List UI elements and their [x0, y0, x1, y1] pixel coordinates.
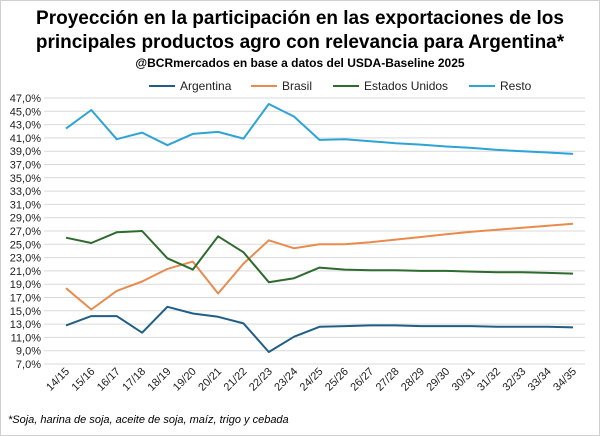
- x-tick-label: 22/23: [247, 366, 275, 394]
- legend-label-estados-unidos: Estados Unidos: [364, 79, 448, 93]
- y-tick-label: 41,0%: [10, 133, 41, 145]
- x-tick-label: 27/28: [374, 366, 402, 394]
- y-tick-label: 45,0%: [10, 106, 41, 118]
- legend-label-argentina: Argentina: [180, 79, 232, 93]
- y-tick-label: 35,0%: [10, 173, 41, 185]
- y-tick-label: 23,0%: [10, 253, 41, 265]
- x-tick-label: 33/34: [526, 366, 554, 394]
- series-line-estados-unidos: [65, 230, 574, 284]
- x-tick-label: 15/16: [70, 366, 98, 394]
- x-tick-label: 24/25: [298, 366, 326, 394]
- x-tick-label: 30/31: [450, 366, 478, 394]
- x-tick-label: 23/24: [272, 366, 300, 394]
- y-tick-label: 27,0%: [10, 226, 41, 238]
- x-tick-label: 26/27: [348, 366, 376, 394]
- x-tick-label: 20/21: [196, 366, 224, 394]
- y-tick-label: 9,0%: [16, 346, 41, 358]
- series-line-argentina: [65, 305, 574, 353]
- y-tick-label: 13,0%: [10, 319, 41, 331]
- x-tick-label: 16/17: [95, 366, 123, 394]
- x-tick-label: 17/18: [120, 366, 148, 394]
- y-tick-label: 19,0%: [10, 279, 41, 291]
- y-tick-label: 37,0%: [10, 160, 41, 172]
- y-tick-label: 43,0%: [10, 120, 41, 132]
- chart-title-line-2: principales productos agro con relevanci…: [35, 32, 565, 53]
- legend-label-brasil: Brasil: [282, 79, 312, 93]
- x-tick-label: 14/15: [44, 366, 72, 394]
- y-tick-label: 15,0%: [10, 306, 41, 318]
- x-tick-label: 32/33: [500, 366, 528, 394]
- x-tick-label: 31/32: [475, 366, 503, 394]
- y-tick-label: 31,0%: [10, 199, 41, 211]
- x-tick-label: 19/20: [171, 366, 199, 394]
- y-tick-label: 25,0%: [10, 239, 41, 251]
- x-tick-label: 25/26: [323, 366, 351, 394]
- chart-subtitle: @BCRmercados en base a datos del USDA-Ba…: [135, 56, 465, 70]
- x-tick-label: 29/30: [424, 366, 452, 394]
- chart-footnote: *Soja, harina de soja, aceite de soja, m…: [8, 414, 289, 426]
- x-tick-label: 21/22: [222, 366, 250, 394]
- x-tick-label: 28/29: [399, 366, 427, 394]
- legend-label-resto: Resto: [500, 79, 532, 93]
- y-tick-label: 47,0%: [10, 93, 41, 105]
- chart-title-line-1: Proyección en la participación en las ex…: [36, 8, 564, 29]
- y-tick-label: 29,0%: [10, 213, 41, 225]
- x-tick-label: 34/35: [551, 366, 579, 394]
- y-tick-label: 39,0%: [10, 146, 41, 158]
- y-tick-label: 11,0%: [11, 332, 42, 344]
- x-tick-label: 18/19: [146, 366, 174, 394]
- y-tick-label: 17,0%: [10, 293, 41, 305]
- y-tick-label: 33,0%: [10, 186, 41, 198]
- y-tick-label: 7,0%: [16, 359, 41, 371]
- y-tick-label: 21,0%: [10, 266, 41, 278]
